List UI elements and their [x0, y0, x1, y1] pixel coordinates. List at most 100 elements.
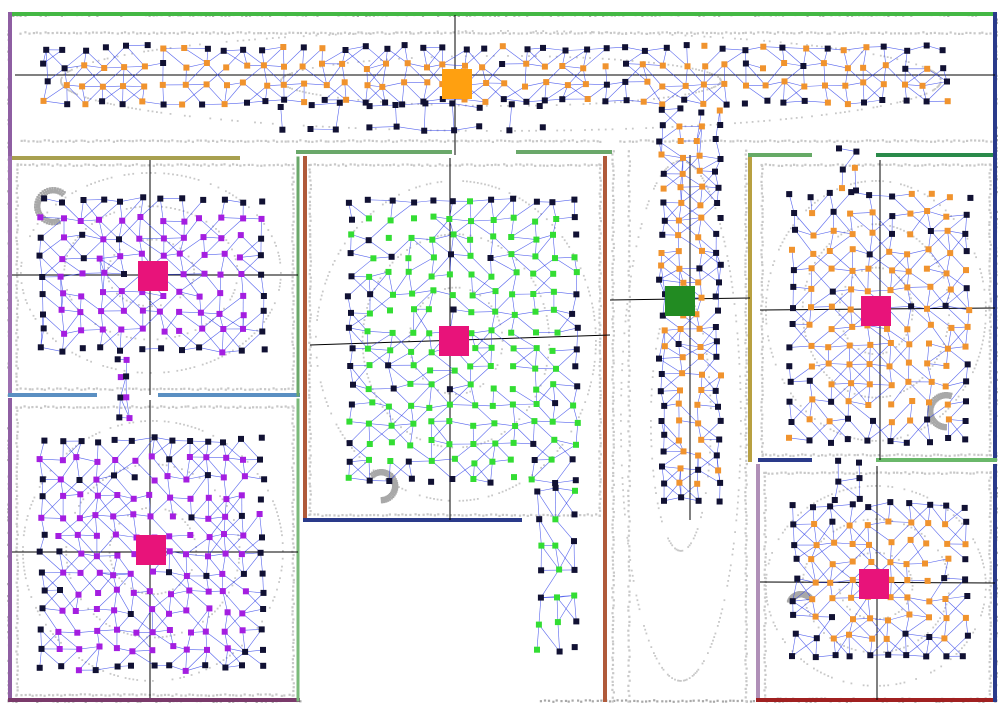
scan-point: [647, 61, 650, 64]
scan-point: [857, 225, 859, 228]
scan-point: [628, 300, 631, 303]
scan-point: [772, 621, 775, 624]
scan-point: [558, 514, 561, 517]
scan-point: [16, 678, 19, 681]
scan-point: [47, 191, 50, 195]
scan-point: [547, 323, 549, 326]
scan-point: [800, 658, 802, 661]
scan-point: [15, 489, 18, 492]
scan-point: [44, 219, 47, 222]
scan-point: [15, 356, 18, 359]
scan-point: [16, 485, 19, 488]
scan-point: [628, 369, 631, 372]
scan-point: [850, 647, 853, 650]
scan-point: [988, 557, 991, 560]
scan-point: [761, 187, 764, 190]
scan-point: [662, 668, 665, 671]
scan-point: [817, 32, 820, 35]
scan-point: [225, 353, 227, 356]
scan-point: [845, 31, 848, 35]
scan-point: [853, 182, 856, 185]
scan-point: [744, 407, 747, 410]
scan-point: [161, 636, 164, 638]
scan-point: [183, 387, 186, 390]
scan-point: [897, 558, 900, 561]
scan-point: [69, 69, 72, 72]
scan-point: [611, 559, 614, 562]
scan-point: [308, 341, 311, 344]
scan-point: [519, 140, 522, 143]
scan-point: [488, 302, 490, 305]
scan-point: [19, 406, 22, 409]
scan-point: [942, 276, 945, 279]
scan-point: [957, 454, 960, 457]
scan-point: [236, 387, 239, 391]
scan-point: [292, 360, 295, 363]
scan-point: [52, 388, 55, 391]
scan-point: [362, 356, 365, 359]
scan-point: [907, 61, 910, 63]
scan-point: [933, 199, 935, 202]
scan-point: [908, 453, 911, 456]
scan-point: [337, 252, 340, 255]
scan-point: [745, 539, 748, 542]
scan-point: [627, 184, 630, 188]
scan-point: [156, 205, 159, 208]
scan-point: [539, 514, 542, 517]
scan-point: [990, 140, 993, 143]
scan-point: [15, 240, 18, 243]
scan-point: [841, 140, 844, 143]
scan-point: [844, 472, 847, 475]
scan-point: [275, 245, 277, 247]
scan-point: [464, 139, 467, 142]
scan-point: [691, 675, 694, 677]
scan-point: [189, 367, 192, 370]
scan-point: [175, 513, 178, 516]
scan-point: [765, 596, 768, 598]
scan-point: [37, 212, 41, 215]
scan-point: [628, 520, 631, 523]
scan-point: [700, 516, 702, 519]
scan-point: [417, 513, 421, 517]
scan-point: [611, 343, 614, 346]
scan-point: [820, 31, 824, 35]
scan-point: [729, 564, 732, 567]
scan-point: [48, 222, 51, 225]
scan-point: [865, 139, 868, 142]
scan-point: [744, 258, 747, 261]
scan-point: [760, 405, 763, 409]
scan-point: [126, 467, 129, 469]
scan-point: [397, 514, 400, 517]
scan-point: [277, 515, 279, 517]
scan-point: [317, 310, 320, 313]
scan-point: [317, 513, 320, 516]
scan-point: [561, 236, 564, 238]
scan-point: [612, 563, 615, 566]
scan-point: [117, 333, 120, 336]
scan-point: [57, 219, 61, 223]
scan-point: [569, 56, 572, 59]
scan-point: [510, 164, 513, 167]
scan-point: [311, 93, 314, 95]
scan-point: [357, 99, 360, 101]
scan-point: [904, 163, 907, 166]
scan-point: [292, 207, 295, 210]
scan-point: [744, 486, 747, 489]
scan-point: [814, 358, 816, 360]
scan-point: [685, 700, 688, 703]
scan-point: [216, 32, 219, 35]
scan-point: [989, 300, 992, 303]
scan-point: [446, 514, 449, 517]
scan-point: [309, 256, 312, 259]
scan-point: [577, 699, 580, 702]
scan-point: [680, 65, 683, 68]
scan-point: [712, 86, 715, 89]
scan-point: [548, 344, 551, 346]
scan-point: [767, 284, 769, 287]
scan-point: [37, 193, 41, 197]
scan-point: [109, 672, 112, 675]
scan-point: [944, 209, 947, 212]
scan-point: [114, 368, 117, 371]
scan-point: [871, 439, 874, 442]
scan-point: [539, 164, 542, 167]
